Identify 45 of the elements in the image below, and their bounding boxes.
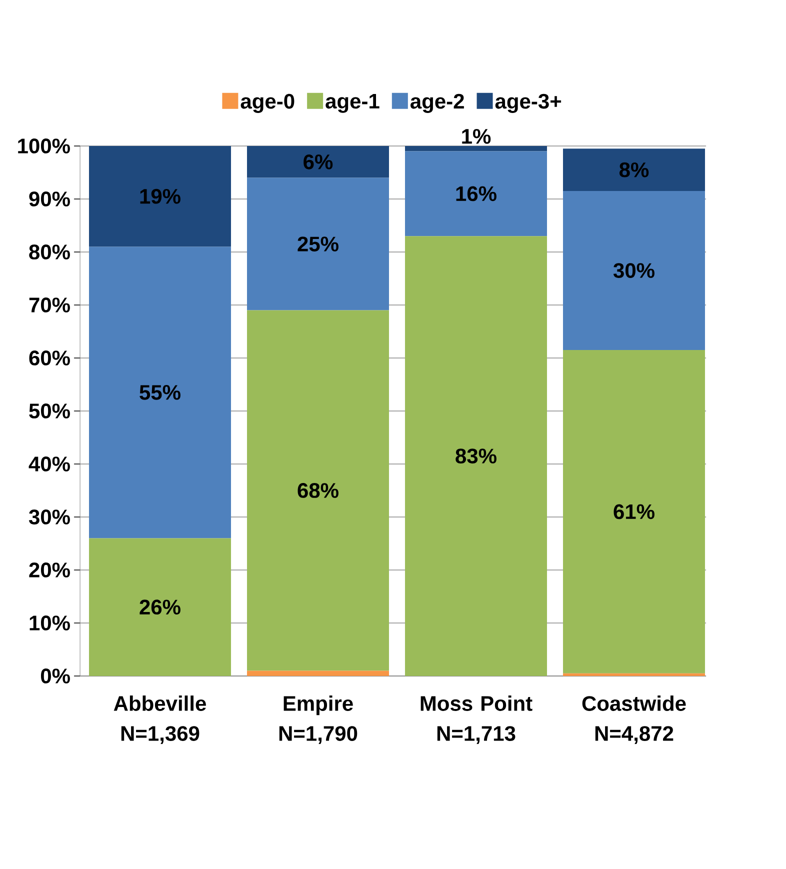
bar <box>247 670 389 676</box>
x-tick-label: Coastwide N=4,872 <box>582 696 686 744</box>
legend-label: age-1 <box>326 94 380 113</box>
y-tick-label: 20% <box>29 562 70 578</box>
data-label: 61% <box>614 504 654 520</box>
y-tick-label: 70% <box>29 298 70 312</box>
bar <box>563 673 705 676</box>
y-tick-label: 80% <box>29 244 70 260</box>
bar <box>563 350 705 674</box>
data-label: 83% <box>456 448 496 464</box>
y-tick-label: 100% <box>18 138 70 154</box>
y-tick-label: 90% <box>29 192 70 206</box>
y-tick-label: 40% <box>28 456 70 472</box>
bar <box>405 146 547 152</box>
bar <box>405 151 547 236</box>
legend-label: age-3+ <box>495 94 562 113</box>
bar <box>563 148 705 192</box>
data-label: 25% <box>298 236 338 252</box>
y-tick-label: 30% <box>28 510 70 524</box>
data-label: 19% <box>140 188 180 204</box>
bar <box>247 146 389 178</box>
bar <box>247 178 389 310</box>
data-label: 6% <box>304 154 333 170</box>
x-tick-label: Moss Point N=1,713 <box>420 696 532 744</box>
x-tick-label: Empire N=1,790 <box>279 696 358 744</box>
x-tick-label: Abbeville N=1,369 <box>114 696 206 744</box>
data-label: 1% <box>462 129 491 144</box>
data-label: 8% <box>619 162 649 178</box>
legend-label: age-2 <box>410 94 464 113</box>
bar <box>247 310 389 671</box>
y-tick-label: 10% <box>30 616 70 630</box>
bar <box>89 146 231 247</box>
data-label: 55% <box>140 385 180 400</box>
legend-label: age-0 <box>240 94 294 113</box>
bar <box>405 236 547 676</box>
bar <box>563 191 705 350</box>
data-label: 16% <box>456 186 496 202</box>
data-label: 68% <box>298 483 338 498</box>
data-label: 26% <box>140 600 180 615</box>
bar <box>89 246 231 538</box>
y-tick-label: 60% <box>29 350 70 366</box>
y-tick-label: 50% <box>29 404 70 418</box>
bar <box>89 538 231 676</box>
data-label: 30% <box>613 263 654 278</box>
y-tick-label: 0% <box>40 668 70 684</box>
